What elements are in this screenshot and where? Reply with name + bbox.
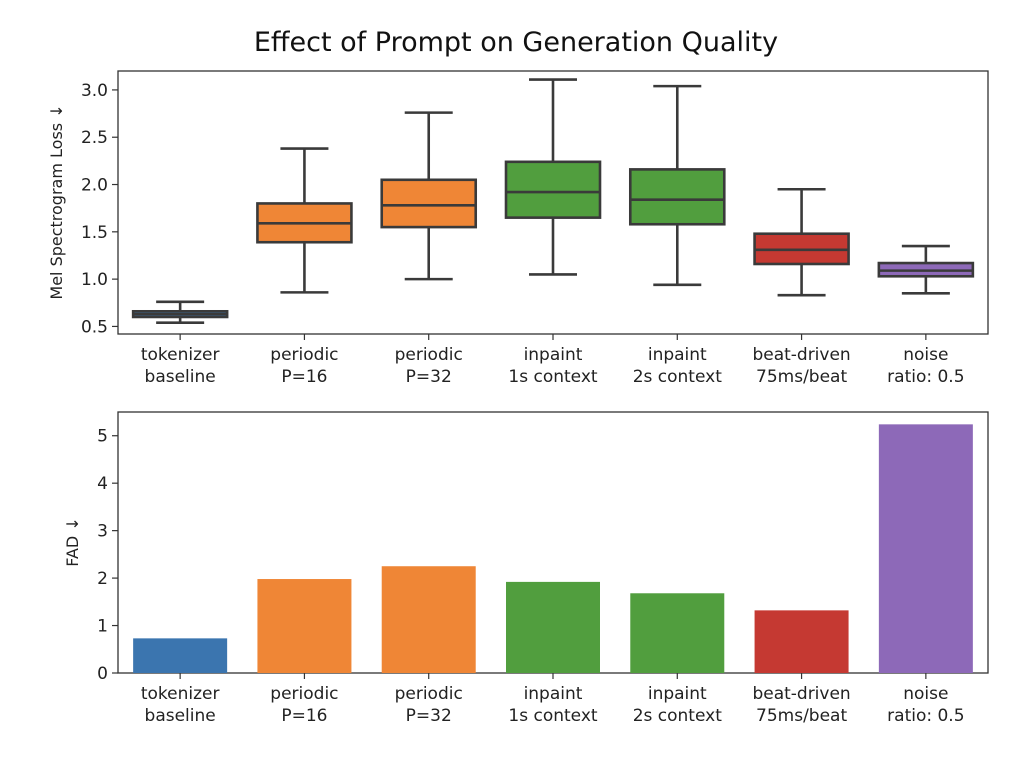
boxplot-x-tick-label: beat-driven 75ms/beat xyxy=(752,345,850,387)
boxplot-x-tick-label: inpaint 1s context xyxy=(508,345,597,387)
iqr-box xyxy=(504,160,602,219)
bar-y-tick-label: 5 xyxy=(97,427,108,447)
bar-2 xyxy=(381,566,476,673)
bar-x-tick-label: inpaint 1s context xyxy=(508,684,597,726)
boxplot-y-tick-label: 2.0 xyxy=(81,176,108,196)
bar-panel: FAD ↓ 0 1 2 3 4 5 tokenizer baseline periodic P=… xyxy=(63,411,989,726)
bar-y-ticks: 0 1 2 3 4 5 xyxy=(97,427,118,684)
bar-x-tick-label: tokenizer baseline xyxy=(141,684,220,726)
bar-x-tick-label: periodic P=16 xyxy=(270,684,338,726)
bar-y-tick-label: 4 xyxy=(97,474,108,494)
box-4 xyxy=(628,84,726,287)
iqr-box xyxy=(628,168,726,226)
boxplot-x-tick-label: periodic P=16 xyxy=(270,345,338,387)
bar-marks xyxy=(133,424,973,673)
bar-1 xyxy=(257,579,352,673)
boxplot-x-tick-label: periodic P=32 xyxy=(395,345,463,387)
bar-y-tick-label: 3 xyxy=(97,522,108,542)
iqr-box xyxy=(380,178,478,229)
box-6 xyxy=(877,244,975,295)
boxplot-y-ticks: 0.5 1.0 1.5 2.0 2.5 3.0 xyxy=(81,81,118,337)
boxplot-y-tick-label: 1.0 xyxy=(81,270,108,290)
boxplot-y-tick-label: 2.5 xyxy=(81,128,108,148)
bar-3 xyxy=(506,581,600,673)
bar-y-tick-label: 2 xyxy=(97,569,108,589)
bar-y-tick-label: 0 xyxy=(97,664,108,684)
box-5 xyxy=(753,187,850,297)
boxplot-y-tick-label: 0.5 xyxy=(81,317,108,337)
box-1 xyxy=(256,147,353,294)
figure-title: Effect of Prompt on Generation Quality xyxy=(254,27,778,58)
bar-6 xyxy=(878,424,973,673)
boxplot-y-tick-label: 1.5 xyxy=(81,223,108,243)
box-0 xyxy=(131,300,229,324)
boxplot-panel: Mel Spectrogram Loss ↓ 0.5 1.0 1.5 2.0 2.5 3.… xyxy=(47,70,989,387)
box-3 xyxy=(504,78,602,276)
bar-4 xyxy=(630,593,725,673)
bar-x-tick-label: noise ratio: 0.5 xyxy=(887,684,964,726)
bar-x-tick-label: inpaint 2s context xyxy=(633,684,722,726)
bar-x-ticks: tokenizer baseline periodic P=16 periodic P=3… xyxy=(141,673,965,726)
boxplot-x-tick-label: noise ratio: 0.5 xyxy=(887,345,964,387)
bar-y-tick-label: 1 xyxy=(97,617,108,637)
boxplot-marks xyxy=(131,78,975,324)
bar-x-tick-label: beat-driven 75ms/beat xyxy=(752,684,850,726)
boxplot-x-tick-label: inpaint 2s context xyxy=(633,345,722,387)
boxplot-y-axis-label: Mel Spectrogram Loss ↓ xyxy=(47,104,66,299)
boxplot-y-tick-label: 3.0 xyxy=(81,81,108,101)
bar-y-axis-label: FAD ↓ xyxy=(63,517,82,567)
boxplot-x-tick-label: tokenizer baseline xyxy=(141,345,220,387)
bar-0 xyxy=(133,638,228,673)
boxplot-x-ticks: tokenizer baseline periodic P=16 periodic P=3… xyxy=(141,334,965,387)
bar-5 xyxy=(754,610,849,673)
bar-x-tick-label: periodic P=32 xyxy=(395,684,463,726)
box-2 xyxy=(380,111,478,281)
